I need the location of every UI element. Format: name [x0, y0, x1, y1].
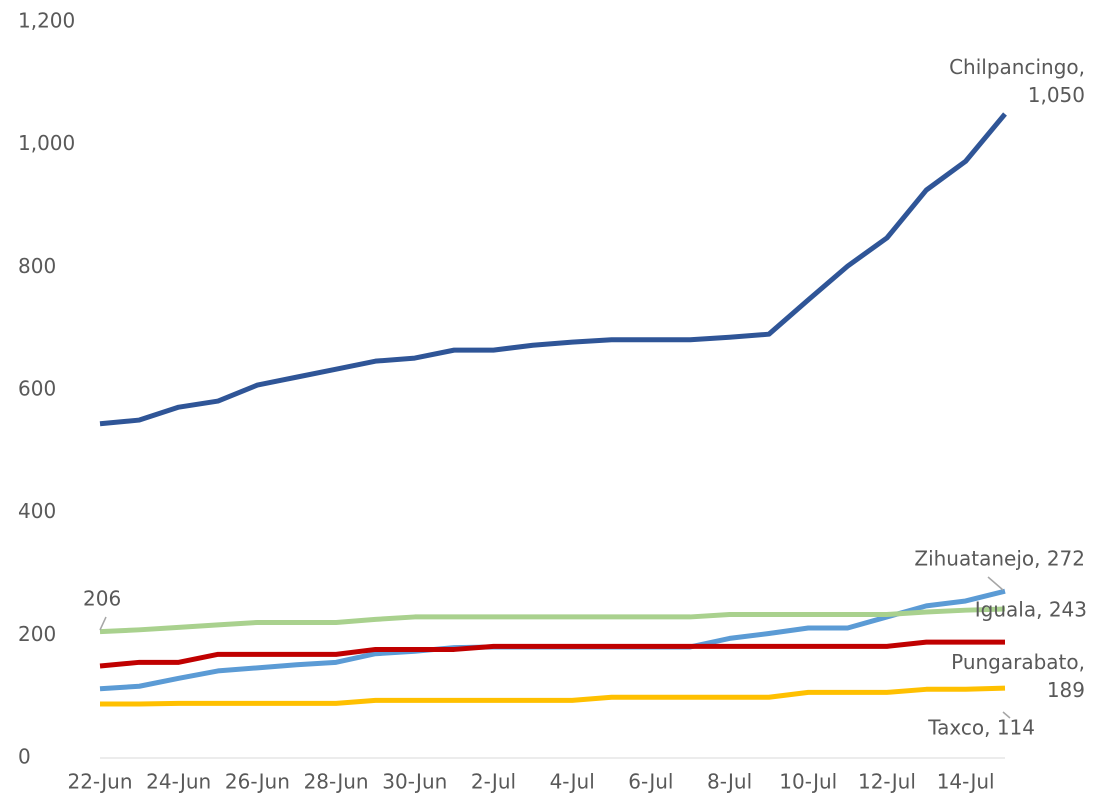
y-tick-label: 600 [18, 377, 56, 401]
data-label: Iguala, 243 [975, 598, 1087, 622]
data-label-line: Chilpancingo, [949, 55, 1085, 79]
data-label: Pungarabato, 189 [951, 650, 1085, 702]
data-label-line: Pungarabato, [951, 650, 1085, 674]
leader-line [99, 616, 107, 631]
x-tick-label: 12-Jul [858, 770, 916, 794]
x-tick-label: 26-Jun [225, 770, 290, 794]
y-tick-label: 400 [18, 499, 56, 523]
series-line [100, 685, 1006, 707]
leader-line [1002, 711, 1011, 719]
series-line [99, 639, 1005, 669]
y-tick-label: 1,000 [18, 131, 75, 155]
leader-line [987, 576, 1004, 591]
series-line [99, 606, 1006, 635]
x-tick-label: 6-Jul [628, 770, 673, 794]
x-tick-label: 8-Jul [707, 770, 752, 794]
data-label: Taxco, 114 [927, 716, 1035, 740]
data-label: Chilpancingo, 1,050 [949, 55, 1085, 107]
y-tick-label: 1,200 [18, 9, 75, 33]
data-label-line: 1,050 [1028, 83, 1085, 107]
series-line [99, 588, 1006, 692]
data-label: 206 [83, 587, 121, 611]
x-tick-label: 2-Jul [471, 770, 516, 794]
data-label: Zihuatanejo, 272 [914, 547, 1085, 571]
x-tick-label: 4-Jul [550, 770, 595, 794]
x-tick-label: 28-Jun [304, 770, 369, 794]
x-tick-label: 30-Jun [382, 770, 447, 794]
x-tick-label: 24-Jun [146, 770, 211, 794]
y-tick-label: 0 [18, 745, 31, 769]
y-tick-label: 800 [18, 254, 56, 278]
series-line [99, 112, 1007, 427]
x-tick-label: 14-Jul [937, 770, 995, 794]
data-label-line: 189 [1047, 678, 1085, 702]
x-tick-label: 22-Jun [67, 770, 132, 794]
x-tick-label: 10-Jul [779, 770, 837, 794]
y-tick-label: 200 [18, 622, 56, 646]
